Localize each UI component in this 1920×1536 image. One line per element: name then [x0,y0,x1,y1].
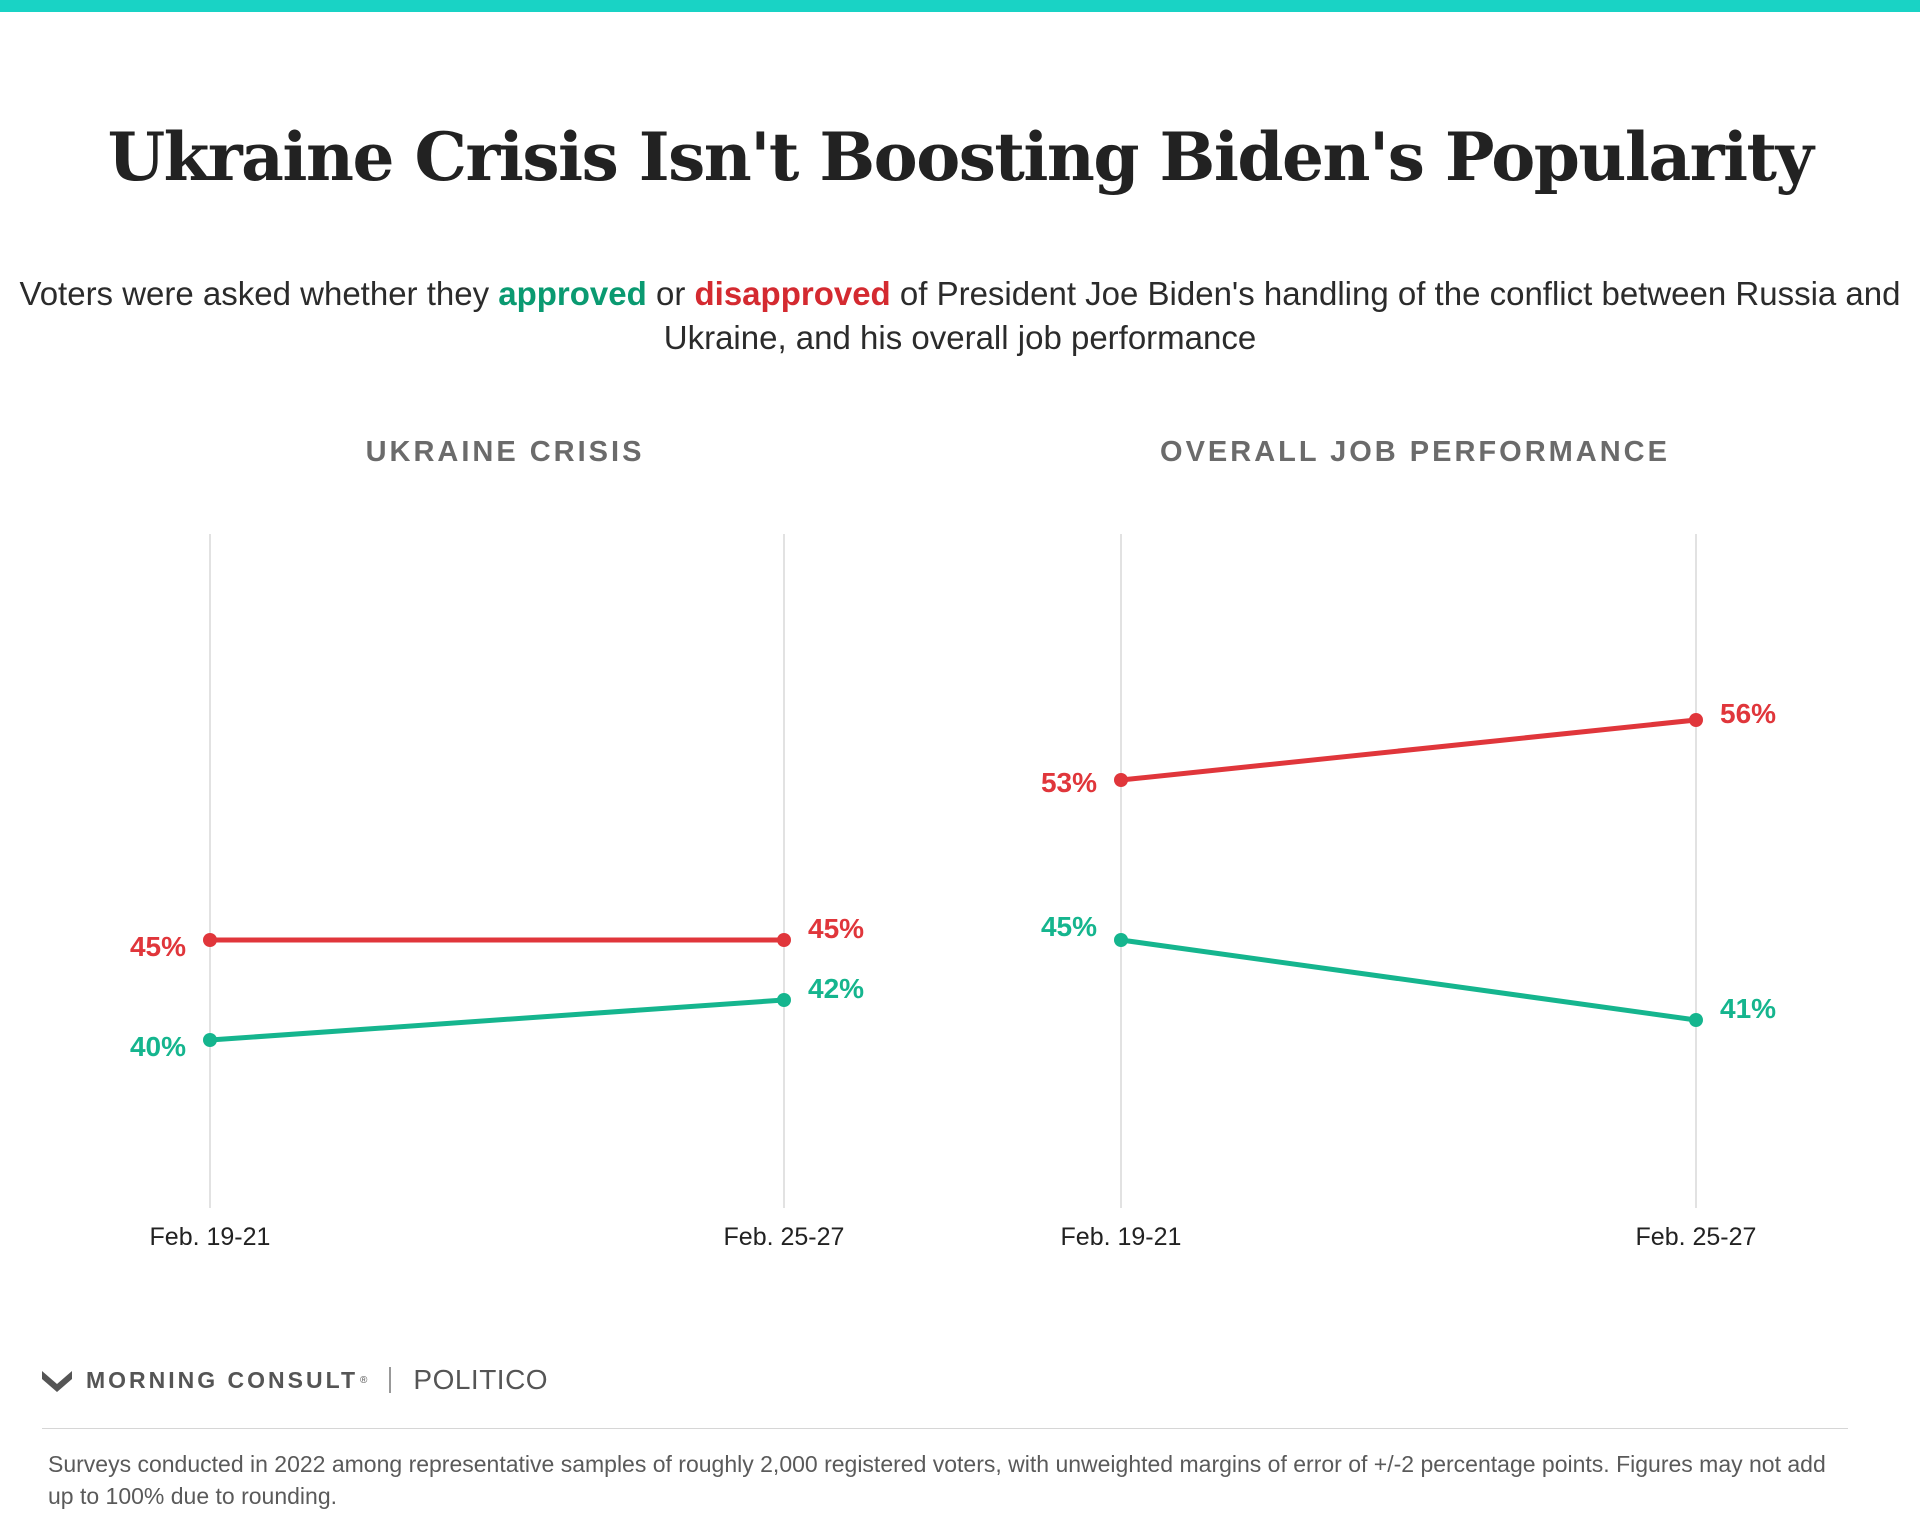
footer-logo: MORNING CONSULT ® POLITICO [42,1362,548,1398]
job-approve-line [1118,937,1699,1023]
ukraine-approve-point [203,1033,217,1047]
footer-separator [389,1367,392,1393]
subtitle: Voters were asked whether they approved … [0,272,1920,360]
job-approve-data-label: 41% [1720,993,1776,1024]
ukraine-approve-line [207,997,787,1043]
ukraine-approve-point [777,993,791,1007]
ukraine-approve-data-label: 42% [808,973,864,1004]
job-disapprove-data-label: 53% [1041,767,1097,798]
ukraine-tick-label: Feb. 25-27 [724,1223,845,1251]
subtitle-disapproved: disapproved [694,275,891,312]
registered-mark: ® [360,1374,368,1386]
politico-brand: POLITICO [413,1364,549,1395]
job-disapprove-line [1118,717,1699,783]
subtitle-part-1: Voters were asked whether they [19,275,499,312]
job-approve-point [1689,1013,1703,1027]
job-disapprove-point [1689,713,1703,727]
methodology-note: Surveys conducted in 2022 among represen… [48,1451,1826,1509]
job-tick-label: Feb. 19-21 [1061,1223,1182,1251]
ukraine-disapprove-point [777,933,791,947]
morning-consult-logo-icon [42,1371,72,1392]
ukraine-disapprove-data-label: 45% [808,913,864,944]
ukraine-disapprove-data-label: 45% [130,931,186,962]
ukraine-tick-label: Feb. 19-21 [150,1223,271,1251]
ukraine-disapprove-point [203,933,217,947]
job-disapprove-point [1114,773,1128,787]
ukraine-approve-data-label: 40% [130,1031,186,1062]
ukraine-crisis-panel-title: UKRAINE CRISIS [365,436,645,468]
job-tick-label: Feb. 25-27 [1636,1223,1757,1251]
subtitle-part-2: or [646,275,695,312]
footer-divider [42,1428,1848,1429]
job-approve-point [1114,933,1128,947]
job-performance-panel-title: OVERALL JOB PERFORMANCE [1160,436,1670,468]
subtitle-part-3: of President Joe Biden's handling of the… [663,275,1901,356]
morning-consult-brand: MORNING CONSULT [86,1366,359,1393]
charts-canvas: Feb. 19-21 Feb. 25-27 45% 45% 40% 42% Feb. 19-… [130,534,1776,1251]
top-accent-bar [0,0,1920,12]
job-disapprove-data-label: 56% [1720,698,1776,729]
subtitle-approved: approved [498,275,647,312]
job-approve-data-label: 45% [1041,911,1097,942]
page-title: Ukraine Crisis Isn't Boosting Biden's Po… [107,118,1814,196]
